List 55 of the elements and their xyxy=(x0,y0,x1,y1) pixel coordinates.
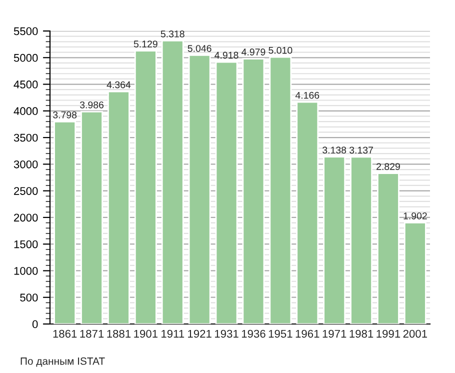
y-tick-label: 2000 xyxy=(14,214,38,222)
bar xyxy=(134,50,157,324)
bar xyxy=(323,156,346,324)
x-tick-label: 1981 xyxy=(350,330,374,338)
x-tick-label: 1951 xyxy=(268,330,292,338)
y-tick-label: 4500 xyxy=(14,80,38,88)
bar xyxy=(350,156,372,324)
y-tick-label: 4000 xyxy=(14,107,38,116)
data-label: 2.829 xyxy=(376,163,400,170)
x-tick-label: 1871 xyxy=(80,330,104,338)
data-label: 5.129 xyxy=(134,40,158,48)
y-tick-label: 2500 xyxy=(14,187,38,195)
data-label: 1.902 xyxy=(404,212,427,220)
x-tick-label: 2001 xyxy=(403,330,427,338)
data-label: 3.798 xyxy=(53,111,77,118)
bar xyxy=(215,61,238,324)
y-tick-label: 5000 xyxy=(14,54,38,62)
data-label: 3.138 xyxy=(322,146,346,154)
x-tick-label: 1961 xyxy=(296,330,320,338)
text: По данным ISTAT xyxy=(20,357,105,367)
x-tick-label: 1881 xyxy=(107,330,131,338)
x-tick-label: 1911 xyxy=(162,330,184,338)
y-tick-label: 3500 xyxy=(14,134,38,142)
data-label: 4.166 xyxy=(295,92,320,99)
y-tick-label: 3000 xyxy=(14,160,38,168)
y-tick-label: 0 xyxy=(32,320,38,328)
x-tick-label: 1901 xyxy=(134,330,158,338)
bar xyxy=(404,222,426,324)
bar xyxy=(54,120,76,324)
x-tick-label: 1921 xyxy=(188,330,212,338)
data-label: 5.010 xyxy=(268,46,292,54)
x-tick-label: 1931 xyxy=(215,330,238,338)
data-label: 4.979 xyxy=(242,48,266,56)
y-tick-label: 500 xyxy=(20,294,38,302)
x-tick-label: 1936 xyxy=(242,330,266,338)
data-label: 4.918 xyxy=(214,52,238,59)
bar xyxy=(269,56,292,324)
bar xyxy=(377,172,400,324)
data-label: 5.318 xyxy=(160,30,184,38)
data-label: 5.046 xyxy=(188,44,212,52)
bar xyxy=(242,58,265,324)
x-tick-label: 1991 xyxy=(376,330,400,338)
bar xyxy=(188,54,211,324)
bar xyxy=(296,101,319,324)
data-label: 3.986 xyxy=(80,101,104,108)
y-tick-label: 1500 xyxy=(14,240,38,248)
data-label: 4.364 xyxy=(106,81,131,88)
y-tick-label: 1000 xyxy=(14,266,38,275)
bar xyxy=(161,40,184,324)
bar xyxy=(80,110,103,324)
x-tick-label: 1971 xyxy=(322,330,346,338)
bar xyxy=(108,90,130,324)
data-label: 3.137 xyxy=(349,146,373,154)
y-tick-label: 5500 xyxy=(14,27,38,36)
x-tick-label: 1861 xyxy=(53,330,77,338)
